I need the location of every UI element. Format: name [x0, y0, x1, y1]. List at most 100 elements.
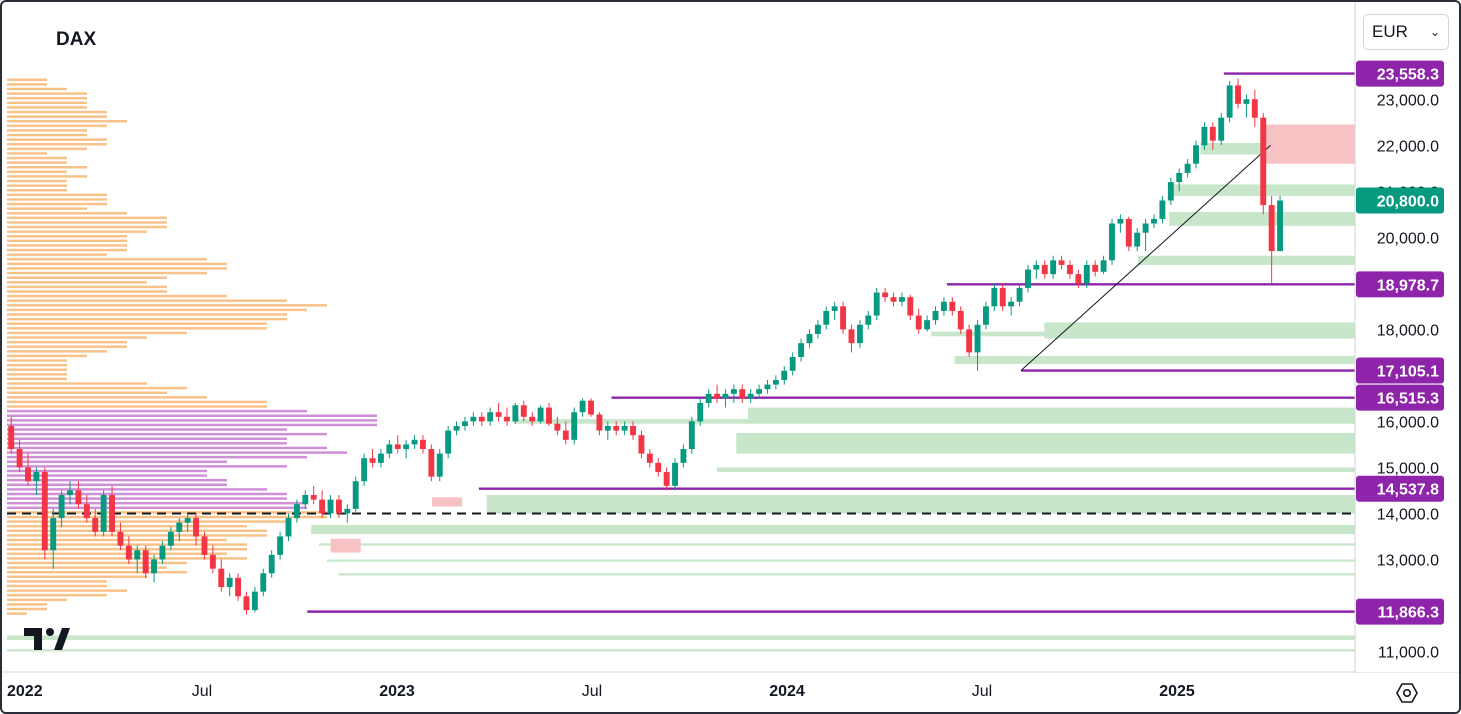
candle [310, 485, 317, 505]
candle [470, 412, 477, 427]
current-price-label: 20,800.0 [1377, 194, 1439, 211]
candle-body [277, 536, 284, 555]
volume-profile-bar [7, 110, 107, 114]
candle-body [268, 554, 275, 574]
currency-selector[interactable]: EUR ⌄ [1363, 14, 1449, 50]
candle-body [75, 490, 82, 505]
volume-profile-bar [7, 225, 167, 229]
y-tick-label: 22,000.0 [1377, 138, 1439, 155]
volume-profile [7, 78, 377, 615]
volume-profile-bar [7, 589, 127, 592]
demand-zone [311, 524, 1356, 535]
candle [739, 384, 746, 403]
candle [604, 421, 611, 440]
level-price-label: 18,978.7 [1377, 277, 1439, 294]
candle [487, 407, 494, 427]
candle [319, 490, 326, 519]
volume-profile-bar [7, 156, 67, 160]
candle [411, 435, 418, 450]
level-price-label-bg [1356, 271, 1444, 298]
candle [83, 495, 90, 523]
level-price-label: 16,515.3 [1377, 391, 1439, 408]
candle [613, 421, 620, 436]
candle-body [781, 370, 788, 380]
supply-zone [432, 497, 463, 507]
candle-body [394, 444, 401, 450]
candle-body [856, 324, 863, 344]
candle [764, 379, 771, 394]
volume-profile-bar [7, 451, 347, 454]
demand-zone [748, 407, 1355, 420]
candle-body [319, 499, 326, 514]
candle-body [688, 421, 695, 450]
y-tick-label: 14,000.0 [1377, 506, 1439, 523]
trendline [1020, 144, 1271, 371]
x-tick-label: 2024 [769, 683, 805, 700]
x-tick-label: Jul [972, 683, 992, 700]
candle [92, 508, 99, 537]
candle [495, 402, 502, 422]
candle-body [251, 591, 258, 611]
candle-body [1209, 126, 1216, 141]
candle-body [1243, 99, 1250, 104]
candle [663, 467, 670, 491]
candle-body [655, 462, 662, 473]
volume-profile-bar [7, 442, 287, 445]
volume-profile-bar [7, 350, 107, 353]
candle-body [1218, 117, 1225, 141]
candle [756, 384, 763, 399]
volume-profile-bar [7, 115, 107, 118]
demand-zone [954, 356, 1355, 364]
candle-body [1251, 99, 1258, 118]
volume-profile-bar [7, 221, 167, 224]
volume-profile-bar [7, 313, 287, 316]
candle-body [966, 329, 973, 353]
candle-body [722, 393, 729, 399]
candle [1159, 195, 1166, 224]
volume-profile-bar [7, 327, 267, 330]
candle-body [420, 439, 426, 450]
demand-zone [736, 432, 1355, 454]
volume-profile-bar [7, 501, 307, 505]
volume-profile-bar [7, 552, 227, 556]
settings-gear-icon[interactable] [1396, 682, 1418, 704]
level-price-label-bg [1356, 60, 1444, 87]
candle-body [16, 449, 23, 468]
volume-profile-bar [7, 580, 107, 583]
volume-profile-bar [7, 276, 167, 279]
candle-body [873, 292, 880, 316]
demand-zone [486, 495, 1355, 514]
candle [991, 283, 998, 311]
volume-profile-bar [7, 281, 147, 284]
volume-profile-bar [7, 428, 287, 431]
candle [1075, 269, 1082, 288]
candle [201, 531, 208, 560]
candle [327, 495, 334, 519]
volume-profile-bar [7, 373, 67, 376]
candle-body [1277, 200, 1283, 252]
candle [369, 449, 376, 468]
candle-body [924, 320, 931, 330]
candle-body [1067, 264, 1073, 275]
candle-body [999, 287, 1006, 307]
volume-profile-bar [7, 336, 147, 339]
volume-profile-bar [7, 267, 227, 270]
candle-body [193, 518, 200, 537]
candle-body [840, 306, 847, 330]
candle [33, 467, 40, 496]
candle-body [1260, 117, 1267, 206]
candle-body [1033, 264, 1040, 270]
candle [588, 398, 594, 417]
volume-profile-bar [7, 469, 207, 473]
zones [7, 124, 1356, 652]
volume-profile-bar [7, 524, 247, 528]
candle-body [1142, 223, 1149, 233]
x-tick-label: 2023 [379, 683, 415, 700]
time-axis-bg [2, 673, 1459, 712]
volume-profile-bar [7, 400, 267, 404]
candle-body [1083, 264, 1090, 284]
candle [781, 366, 788, 385]
candle [394, 435, 401, 454]
candle [898, 292, 905, 307]
